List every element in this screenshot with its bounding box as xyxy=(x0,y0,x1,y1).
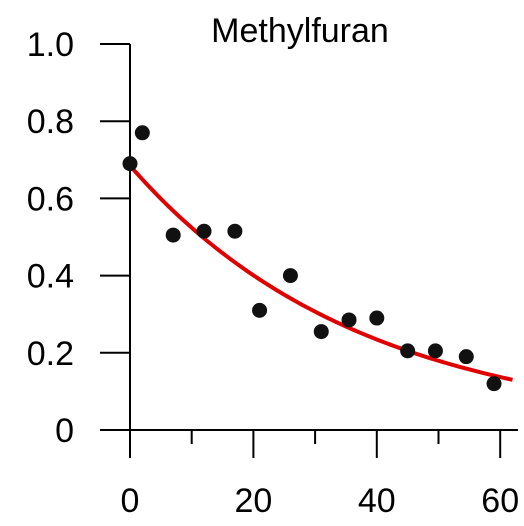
data-point xyxy=(400,343,416,359)
chart-title: Methylfuran xyxy=(211,12,389,50)
y-tick-label: 0.6 xyxy=(27,180,74,218)
y-tick-label: 0.2 xyxy=(27,335,74,373)
x-tick-label: 40 xyxy=(358,482,396,520)
y-tick-label: 0 xyxy=(55,412,74,450)
data-point xyxy=(165,227,181,243)
y-tick-label: 1.0 xyxy=(27,26,74,64)
y-ticks: 0 0.2 0.4 0.6 0.8 1.0 xyxy=(27,26,130,450)
x-ticks: 0 20 40 60 xyxy=(121,430,519,520)
x-tick-label: 0 xyxy=(121,482,140,520)
data-point xyxy=(196,223,212,239)
data-point xyxy=(313,324,329,340)
data-point xyxy=(122,156,138,172)
data-point xyxy=(369,310,385,326)
data-point xyxy=(427,343,443,359)
data-point xyxy=(134,125,150,141)
data-points xyxy=(122,125,502,392)
data-point xyxy=(252,302,268,318)
data-point xyxy=(486,376,502,392)
y-tick-label: 0.8 xyxy=(27,103,74,141)
fit-curve xyxy=(128,164,513,382)
data-point xyxy=(458,349,474,365)
data-point xyxy=(227,223,243,239)
data-point xyxy=(282,268,298,284)
x-tick-label: 60 xyxy=(481,482,519,520)
data-point xyxy=(341,312,357,328)
y-tick-label: 0.4 xyxy=(27,258,74,296)
x-tick-label: 20 xyxy=(234,482,272,520)
